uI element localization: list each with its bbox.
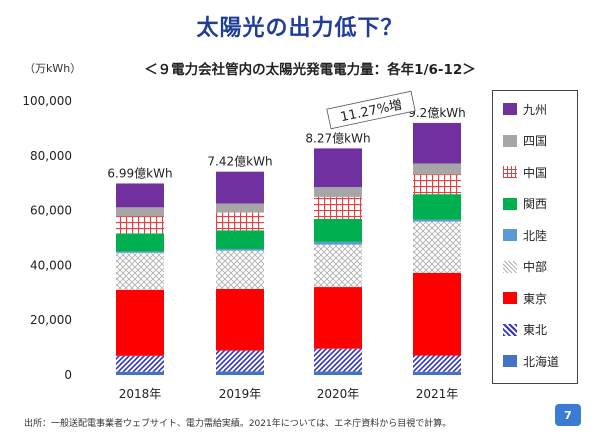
y-tick-label: 0 (64, 368, 72, 382)
bar-segment (116, 216, 164, 234)
legend-swatch (503, 197, 517, 210)
bar-segment (314, 187, 362, 197)
bar-segment (413, 163, 461, 175)
bar-segment (216, 212, 264, 231)
legend-label: 九州 (523, 102, 548, 117)
chart-subtitle: ＜９電力会社管内の太陽光発電電力量：各年1/6-12＞ (144, 62, 476, 78)
bar-segment (413, 219, 461, 222)
legend-swatch (503, 355, 517, 367)
legend-label: 北陸 (523, 228, 548, 243)
data-labels-group: 2018年 6.99億kWh 2019年 7.42億kWh 2020年 8.27億kWh 2… (107, 106, 465, 401)
y-tick-label: 80,000 (30, 149, 72, 163)
bar-segment (216, 248, 264, 251)
y-axis-unit-label: （万kWh） (24, 62, 82, 75)
legend-item: 北陸 (503, 227, 547, 243)
bar-segment (314, 371, 362, 375)
bar-segment (314, 148, 362, 188)
bar-segment (216, 350, 264, 372)
legend-item: 中国 (503, 164, 547, 180)
legend-label: 中部 (523, 260, 548, 274)
bar-segment (216, 230, 264, 249)
bar-segment (413, 221, 461, 273)
data-label: 7.42億kWh (207, 155, 272, 169)
legend-label: 東北 (523, 323, 548, 337)
legend-swatch (503, 134, 517, 147)
bar-segment (116, 355, 164, 372)
page-number-badge: 7 (555, 404, 581, 426)
legend-swatch (503, 323, 517, 336)
bar-segment (216, 250, 264, 289)
y-tick-label: 40,000 (30, 258, 72, 272)
bar-segment (116, 207, 164, 217)
y-tick-label: 20,000 (30, 313, 72, 327)
bar-segment (216, 371, 264, 375)
legend-item: 東京 (503, 290, 547, 306)
legend-label: 関西 (523, 197, 548, 211)
x-tick-label: 2020年 (317, 387, 360, 401)
growth-annotation-box (326, 90, 416, 130)
bar-segment (116, 371, 164, 375)
bar-segment (413, 355, 461, 372)
bar-segment (116, 252, 164, 290)
legend-item: 中部 (503, 259, 547, 275)
bar-segment (413, 371, 461, 375)
bar-segment (314, 241, 362, 245)
legend-label: 東京 (523, 291, 548, 306)
chart-legend: 九州四国中国関西北陸中部東京東北北海道 (492, 90, 578, 384)
bar-segment (116, 183, 164, 208)
bar-segment (116, 289, 164, 356)
legend-item: 東北 (503, 322, 547, 338)
legend-label: 中国 (523, 165, 548, 180)
legend-swatch (503, 260, 517, 273)
bar-segment (413, 272, 461, 356)
bar-segment (413, 174, 461, 195)
legend-swatch (503, 229, 517, 241)
bars-group (116, 122, 461, 375)
x-tick-label: 2021年 (416, 387, 459, 401)
legend-swatch (503, 166, 517, 178)
data-label: 8.27億kWh (305, 131, 370, 145)
legend-item: 四国 (503, 133, 547, 149)
page-title: 太陽光の出力低下？ (196, 16, 404, 41)
bar-segment (314, 218, 362, 242)
bar-segment (314, 196, 362, 219)
bar-segment (413, 194, 461, 220)
legend-swatch (503, 103, 517, 115)
bar-segment (314, 348, 362, 372)
bar-segment (314, 244, 362, 288)
bar-segment (216, 288, 264, 351)
bar-segment (216, 171, 264, 204)
x-tick-label: 2018年 (119, 387, 162, 401)
bar-segment (216, 203, 264, 213)
legend-swatch (503, 292, 517, 304)
legend-item: 九州 (503, 101, 547, 117)
bar-segment (116, 251, 164, 253)
legend-item: 北海道 (503, 353, 559, 369)
y-tick-label: 60,000 (30, 204, 72, 218)
bar-segment (116, 233, 164, 252)
data-label: 6.99億kWh (107, 166, 172, 180)
legend-label: 北海道 (523, 354, 560, 369)
x-tick-label: 2019年 (219, 387, 262, 401)
data-label: 9.2億kWh (408, 106, 466, 120)
legend-item: 関西 (503, 196, 547, 212)
growth-annotation: 11.27%増 (326, 90, 416, 130)
y-axis: 0 20,000 40,000 60,000 80,000 100,000 (22, 94, 72, 382)
bar-segment (413, 122, 461, 164)
y-tick-label: 100,000 (22, 94, 72, 108)
legend-label: 四国 (523, 134, 548, 148)
source-note: 出所：一般送配電事業者ウェブサイト、電力需給実績。2021年については、エネ庁資… (24, 419, 452, 429)
bar-segment (314, 287, 362, 349)
